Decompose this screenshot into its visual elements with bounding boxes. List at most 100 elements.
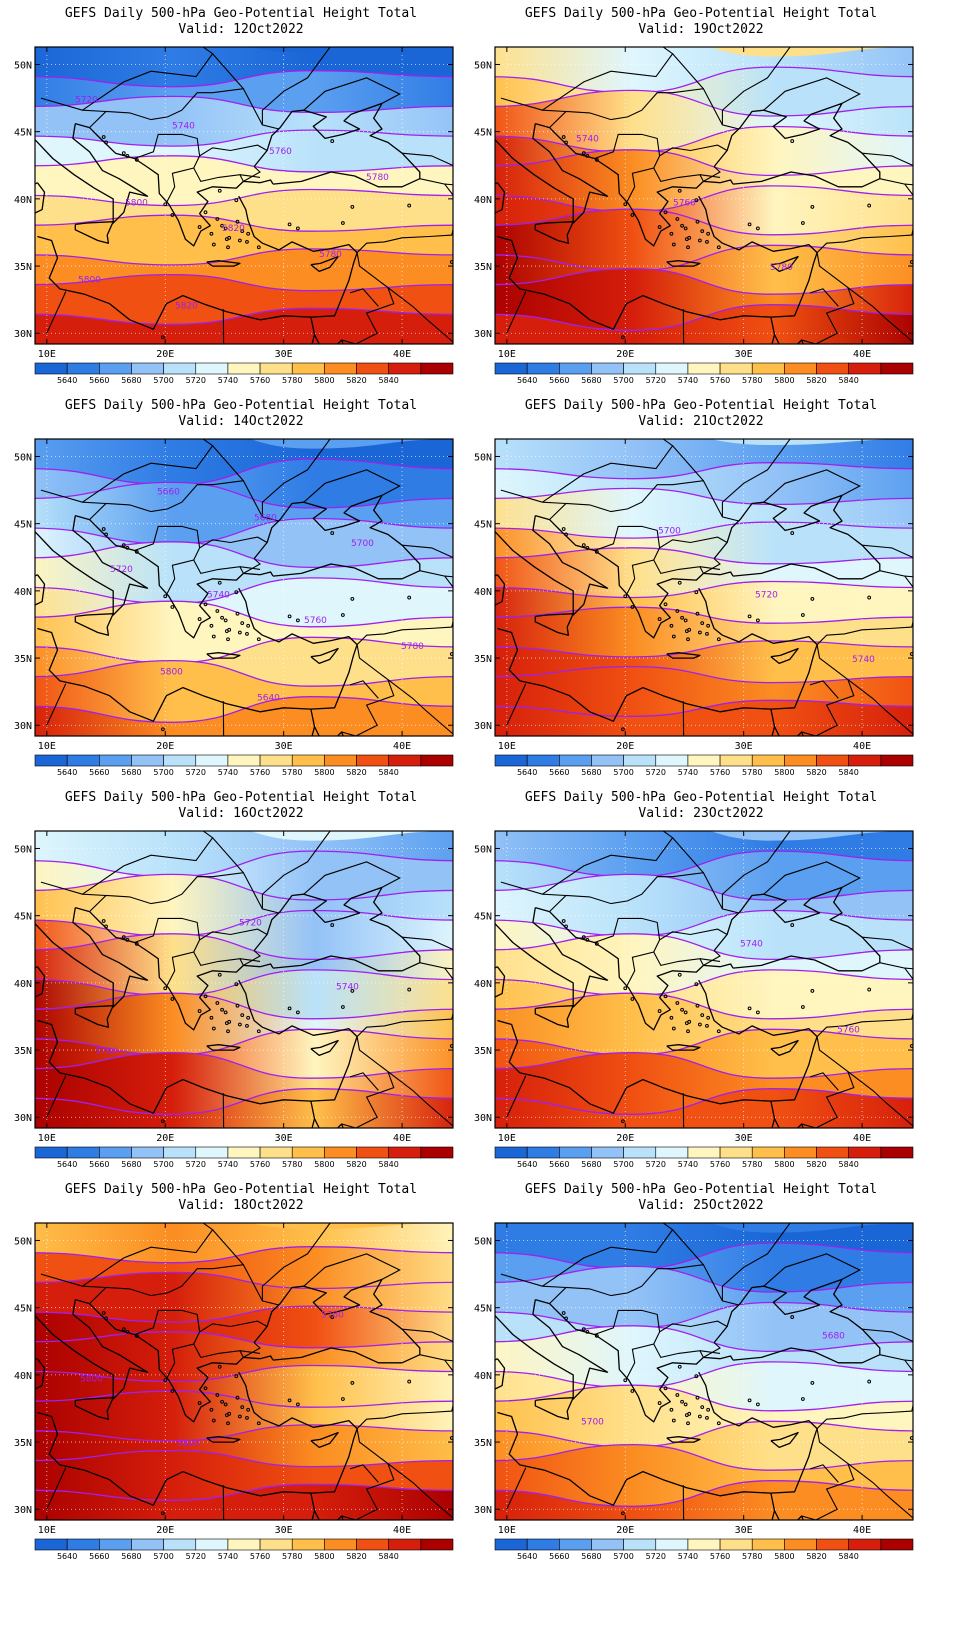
- island: [909, 652, 913, 656]
- island: [246, 1015, 251, 1020]
- island: [800, 221, 805, 225]
- colorbar-label: 5700: [153, 1160, 173, 1169]
- colorbar-label: 5800: [774, 376, 794, 385]
- island: [716, 245, 721, 250]
- panel-valid-date: Valid: 21Oct2022: [638, 414, 764, 429]
- island: [867, 203, 872, 208]
- colorbar-swatch: [848, 1146, 882, 1159]
- graticule: [35, 831, 453, 1128]
- island: [697, 1414, 702, 1419]
- colorbar-label: 5840: [839, 768, 859, 777]
- lon-tick-label: 40E: [853, 349, 871, 360]
- contour-label: 5820: [177, 1439, 200, 1449]
- colorbar-swatch: [34, 754, 68, 767]
- lon-tick-label: 10E: [498, 349, 516, 360]
- colorbar-label: 5660: [89, 376, 109, 385]
- island: [669, 1015, 674, 1020]
- lat-tick-label: 45N: [14, 1304, 32, 1315]
- colorbar-swatch: [623, 362, 657, 375]
- island: [256, 245, 261, 250]
- map-panel: GEFS Daily 500-hPa Geo-Potential Height …: [460, 392, 942, 802]
- island: [237, 1022, 242, 1027]
- island: [340, 1397, 345, 1401]
- lat-tick-label: 45N: [474, 1304, 492, 1315]
- contour-label: 5760: [269, 147, 292, 157]
- colorbar-swatch: [356, 1146, 389, 1159]
- colorbar-swatch: [259, 362, 293, 375]
- panel-valid-date: Valid: 18Oct2022: [178, 1198, 304, 1213]
- island: [211, 242, 216, 247]
- island: [256, 1421, 261, 1426]
- island: [585, 153, 590, 158]
- colorbar-swatch: [494, 1538, 528, 1551]
- colorbar-swatch: [559, 754, 592, 767]
- island: [134, 1333, 139, 1338]
- island: [217, 580, 222, 585]
- contour-line: [35, 70, 453, 88]
- island: [197, 1401, 202, 1405]
- colorbar-swatch: [591, 754, 624, 767]
- island: [663, 210, 668, 215]
- colorbar-swatch: [880, 1146, 914, 1159]
- colorbar-swatch: [848, 1538, 882, 1551]
- colorbar-label: 5840: [379, 376, 399, 385]
- island: [240, 229, 245, 234]
- contour-line: [495, 606, 913, 624]
- island: [755, 1010, 760, 1015]
- map-plot: 5700 5720 5740 50N 45N 40N 35N 30N 10E 20E 30E 40E 5…: [474, 438, 914, 777]
- contour-line: [35, 600, 453, 628]
- colorbar-label: 5660: [89, 1552, 109, 1561]
- island: [237, 630, 242, 635]
- colorbar-label: 5820: [806, 1552, 826, 1561]
- colorbar: 5640 5660 5680 5700 5720 5740 5760 5780 5800 5820…: [34, 754, 454, 777]
- island: [237, 1414, 242, 1419]
- island: [581, 1327, 586, 1332]
- contour-line: [35, 577, 453, 605]
- colorbar-swatch: [291, 754, 325, 767]
- contour-line: [35, 1028, 453, 1056]
- island: [340, 221, 345, 225]
- island: [620, 1119, 625, 1124]
- height-field: [495, 1223, 913, 1520]
- island: [684, 237, 689, 242]
- lon-tick-label: 30E: [275, 741, 293, 752]
- contour-line: [495, 665, 913, 684]
- colorbar-label: 5800: [314, 1160, 334, 1169]
- colorbar-swatch: [591, 362, 624, 375]
- island: [747, 614, 752, 619]
- colorbar-label: 5740: [678, 376, 698, 385]
- map-panel: GEFS Daily 500-hPa Geo-Potential Height …: [0, 0, 482, 410]
- island: [810, 205, 815, 209]
- island: [163, 1378, 168, 1383]
- contour-line: [495, 1325, 913, 1353]
- map-frame: [494, 830, 914, 1129]
- colorbar-label: 5840: [839, 1552, 859, 1561]
- colorbar-swatch: [66, 1146, 100, 1159]
- island: [246, 623, 251, 628]
- island: [630, 997, 635, 1001]
- colorbar-label: 5840: [839, 1160, 859, 1169]
- lon-tick-label: 10E: [498, 1525, 516, 1536]
- lon-tick-label: 30E: [275, 1133, 293, 1144]
- colorbar-label: 5660: [549, 768, 569, 777]
- colorbar-swatch: [494, 754, 528, 767]
- island: [581, 935, 586, 940]
- island: [680, 1399, 684, 1404]
- colorbar-label: 5700: [613, 376, 633, 385]
- colorbar-swatch: [655, 754, 689, 767]
- colorbar-swatch: [163, 1146, 197, 1159]
- contour-line: [495, 1242, 913, 1270]
- contour-line: [35, 1246, 453, 1264]
- country-borders: [500, 831, 913, 1128]
- colorbar-swatch: [131, 1146, 164, 1159]
- lat-tick-label: 50N: [14, 60, 32, 71]
- colorbar-swatch: [751, 362, 785, 375]
- colorbar-label: 5800: [774, 768, 794, 777]
- colorbar-swatch: [99, 1146, 132, 1159]
- country-borders: [40, 831, 453, 1128]
- panel-valid-date: Valid: 14Oct2022: [178, 414, 304, 429]
- island: [197, 1009, 202, 1013]
- colorbar-swatch: [291, 1538, 325, 1551]
- contour-line: [35, 1424, 453, 1442]
- country-borders: [500, 47, 913, 344]
